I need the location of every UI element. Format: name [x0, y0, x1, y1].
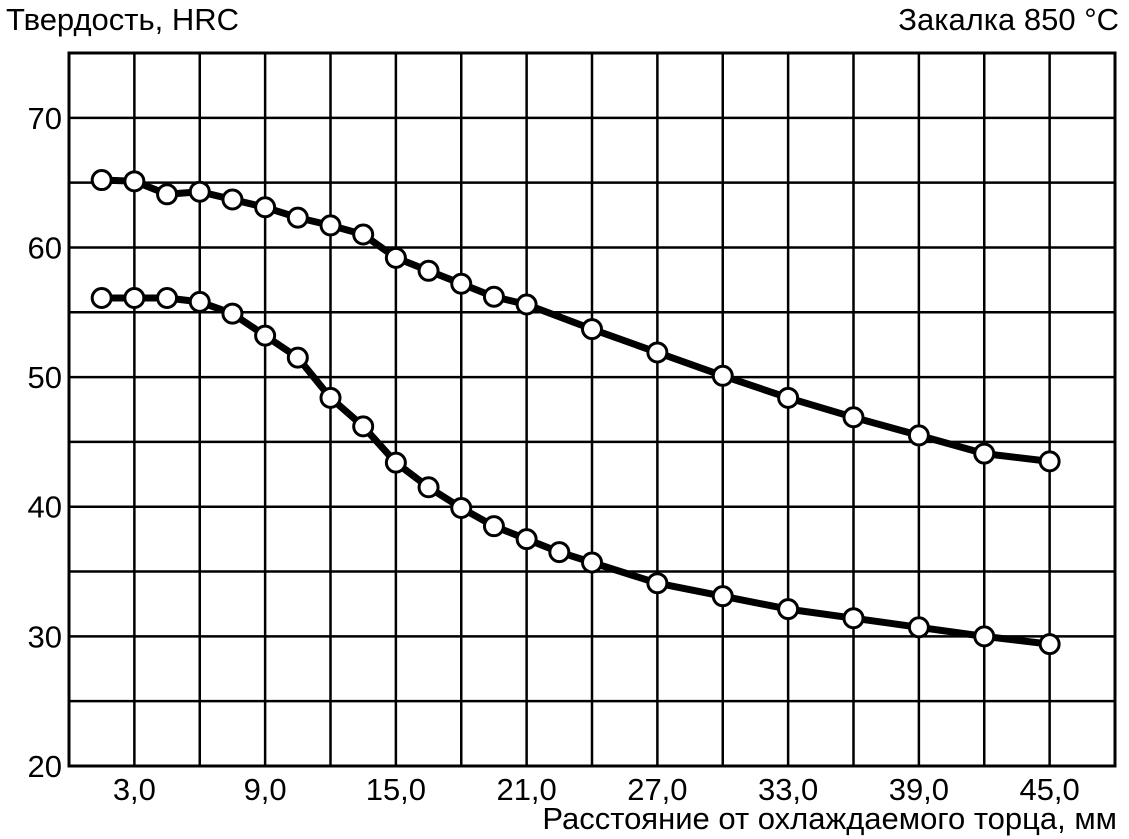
data-point: [221, 302, 244, 325]
data-point: [188, 290, 211, 313]
y-axis-label: Твердость, HRC: [6, 2, 240, 37]
series-line-2: [98, 294, 1054, 648]
data-point: [90, 287, 113, 310]
chart-subtitle: Закалка 850 °C: [898, 2, 1119, 37]
y-tick-label: 60: [28, 230, 62, 265]
data-point: [384, 451, 407, 474]
data-point: [842, 607, 865, 630]
data-point: [188, 180, 211, 203]
data-point: [973, 625, 996, 648]
data-point: [352, 415, 375, 438]
plot-frame: [67, 51, 1117, 768]
data-point: [515, 528, 538, 551]
x-tick-label: 45,0: [1019, 772, 1079, 807]
data-point: [515, 293, 538, 316]
data-point: [581, 318, 603, 341]
y-tick-label: 20: [28, 749, 62, 784]
data-point: [254, 196, 277, 219]
y-tick-label: 30: [28, 619, 62, 654]
data-point: [907, 616, 930, 639]
x-tick-label: 15,0: [366, 772, 426, 807]
data-point: [90, 169, 113, 192]
data-point: [711, 585, 734, 608]
data-point: [777, 386, 800, 409]
data-point: [482, 515, 505, 538]
data-point: [384, 246, 407, 269]
data-point: [646, 341, 669, 364]
x-tick-label: 27,0: [627, 772, 687, 807]
data-point: [973, 442, 996, 465]
x-tick-label: 39,0: [889, 772, 949, 807]
data-point: [581, 551, 603, 574]
data-point: [907, 424, 930, 447]
data-point: [777, 598, 800, 621]
data-point: [450, 497, 473, 520]
data-point: [417, 476, 440, 499]
x-tick-label: 3,0: [113, 772, 156, 807]
x-tick-label: 21,0: [496, 772, 556, 807]
data-point: [286, 206, 309, 229]
tick-labels: 3,0 9,0 15,0 21,0 27,0 33,0 39,0 45,0 20 30 40 50 60…: [28, 101, 1080, 807]
data-point: [1038, 450, 1061, 473]
data-point: [450, 272, 473, 295]
data-point: [842, 406, 865, 429]
data-point: [646, 572, 669, 595]
x-tick-label: 9,0: [244, 772, 287, 807]
data-point: [319, 214, 342, 237]
data-point: [254, 324, 277, 347]
series-line-1: [98, 176, 1054, 465]
y-tick-label: 40: [28, 490, 62, 525]
x-tick-label: 33,0: [758, 772, 818, 807]
plot-border: [67, 51, 1117, 768]
data-point: [156, 287, 179, 310]
y-tick-label: 50: [28, 360, 62, 395]
data-point: [1038, 633, 1061, 656]
y-tick-label: 70: [28, 101, 62, 136]
data-point: [221, 188, 244, 211]
data-point: [123, 170, 146, 193]
x-axis-label: Расстояние от охлаждаемого торца, мм: [542, 801, 1117, 836]
data-point: [417, 259, 440, 282]
grid-lines: [69, 53, 1115, 766]
data-point: [711, 364, 734, 387]
data-point: [548, 541, 571, 564]
data-point: [319, 386, 342, 409]
data-point: [482, 285, 505, 308]
data-point: [352, 223, 375, 246]
series-group: [90, 169, 1061, 656]
data-point: [286, 346, 309, 369]
data-point: [123, 287, 146, 310]
data-point: [156, 183, 179, 206]
